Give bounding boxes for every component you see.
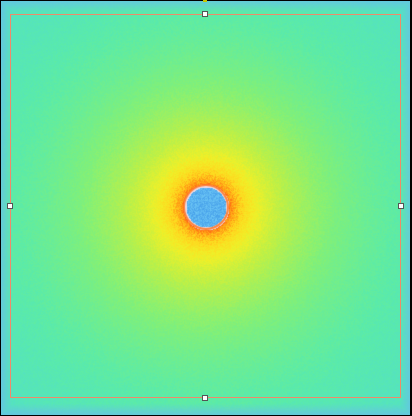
resize-handle-bottom[interactable] [202, 395, 208, 401]
top-accent-mark [203, 0, 207, 2]
resize-handle-left[interactable] [7, 203, 13, 209]
right-edge-line [410, 0, 412, 416]
resize-handle-right[interactable] [398, 203, 404, 209]
resize-handle-top[interactable] [202, 11, 208, 17]
left-edge-line [0, 0, 1, 416]
